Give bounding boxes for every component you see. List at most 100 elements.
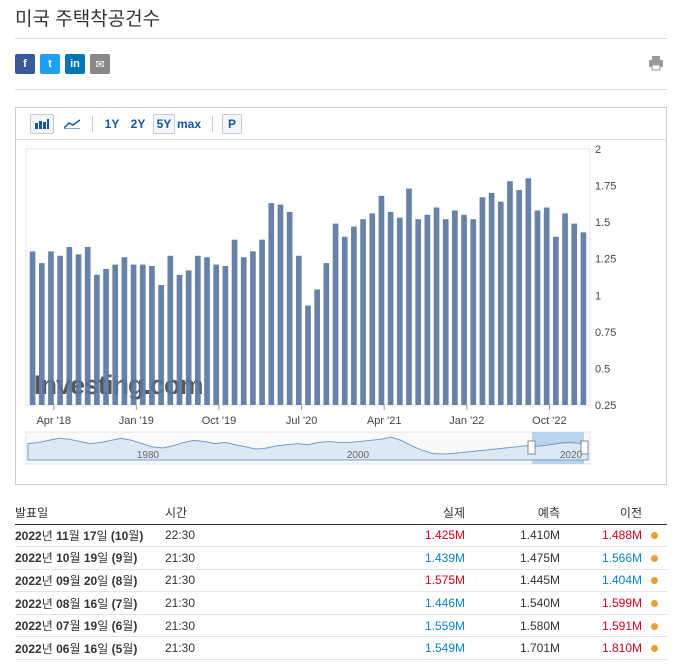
bar[interactable] (562, 213, 568, 405)
importance-dot-icon (651, 645, 658, 653)
bar[interactable] (553, 236, 559, 405)
y-tick-label: 1.25 (595, 254, 616, 266)
bar[interactable] (396, 217, 403, 405)
email-share-button[interactable]: ✉ (90, 54, 110, 74)
bar[interactable] (167, 255, 174, 405)
bar[interactable] (479, 197, 486, 405)
bar[interactable] (149, 266, 155, 405)
bar[interactable] (286, 211, 293, 405)
col-header-date[interactable]: 발표일 (15, 502, 165, 525)
bar[interactable] (406, 188, 412, 406)
x-tick-label: Jul '20 (286, 415, 317, 427)
bar[interactable] (314, 289, 321, 405)
col-header-actual[interactable]: 실제 (295, 502, 465, 525)
bar[interactable] (295, 255, 302, 405)
bar[interactable] (103, 268, 109, 405)
linkedin-icon: in (70, 58, 80, 70)
navigator-left-handle[interactable] (527, 440, 536, 455)
bar[interactable] (424, 214, 431, 405)
facebook-share-button[interactable]: f (15, 54, 35, 74)
range-max-button[interactable]: max (176, 117, 202, 131)
linkedin-share-button[interactable]: in (65, 54, 85, 74)
title-divider (15, 38, 667, 39)
bar[interactable] (442, 219, 449, 405)
bar[interactable] (323, 263, 330, 405)
table-row: 2022년 10월 19일 (9월) 21:30 1.439M 1.475M 1.566… (15, 546, 667, 570)
bar[interactable] (57, 255, 63, 405)
area-chart-icon (64, 119, 80, 129)
col-header-time[interactable]: 시간 (165, 502, 295, 525)
p-button[interactable]: P (222, 114, 242, 134)
range-navigator[interactable]: 1980 2000 2020 (25, 431, 591, 465)
line-chart-toggle[interactable] (60, 114, 84, 134)
bar[interactable] (543, 207, 550, 405)
x-tick-label: Jan '19 (119, 415, 154, 427)
y-tick-label: 0.75 (595, 327, 616, 339)
col-header-previous[interactable]: 이전 (560, 502, 642, 525)
bar[interactable] (341, 236, 348, 405)
bar[interactable] (277, 204, 284, 405)
range-5y-button[interactable]: 5Y (153, 114, 175, 134)
bar[interactable] (580, 232, 587, 405)
bar[interactable] (194, 255, 201, 405)
bar[interactable] (378, 195, 385, 405)
previous-value: 1.404M (560, 569, 642, 593)
bar[interactable] (66, 247, 73, 405)
bar-chart-toggle[interactable] (30, 114, 54, 134)
bar[interactable] (452, 210, 458, 405)
x-tick-label: Apr '21 (367, 415, 402, 427)
bar[interactable] (571, 223, 578, 405)
bar[interactable] (470, 219, 477, 405)
bar[interactable] (433, 207, 440, 405)
bar[interactable] (250, 251, 256, 405)
bar[interactable] (268, 203, 275, 405)
range-1y-button[interactable]: 1Y (104, 117, 120, 131)
bar[interactable] (360, 219, 366, 405)
bar[interactable] (48, 251, 54, 405)
bar[interactable] (516, 189, 522, 405)
col-header-forecast[interactable]: 예측 (465, 502, 560, 525)
range-2y-button[interactable]: 2Y (130, 117, 146, 131)
toolbar-divider (212, 116, 213, 132)
bar[interactable] (112, 264, 119, 405)
bar[interactable] (213, 264, 220, 405)
bar[interactable] (387, 211, 394, 405)
bar[interactable] (222, 266, 229, 405)
bar[interactable] (525, 178, 532, 405)
twitter-icon: t (48, 58, 52, 70)
bar[interactable] (415, 219, 422, 405)
bar[interactable] (121, 257, 128, 405)
bar[interactable] (305, 305, 311, 405)
bar[interactable] (38, 263, 45, 405)
bar[interactable] (158, 285, 164, 405)
importance-cell (642, 524, 667, 548)
bar[interactable] (231, 239, 238, 405)
bar[interactable] (240, 257, 247, 405)
bar[interactable] (204, 257, 210, 405)
bar[interactable] (29, 251, 36, 405)
bar[interactable] (507, 181, 513, 405)
actual-value: 1.425M (295, 524, 465, 548)
bar[interactable] (75, 254, 82, 405)
release-date: 2022년 11월 17일 (10월) (15, 524, 165, 548)
bar[interactable] (332, 223, 339, 405)
print-icon[interactable] (648, 55, 664, 71)
release-time: 21:30 (165, 591, 295, 615)
bar[interactable] (185, 270, 192, 405)
twitter-share-button[interactable]: t (40, 54, 60, 74)
importance-cell (642, 591, 667, 615)
bar[interactable] (84, 247, 91, 405)
bar[interactable] (259, 239, 265, 405)
bar[interactable] (351, 226, 357, 405)
bar[interactable] (497, 201, 504, 405)
bar[interactable] (369, 213, 376, 405)
bar[interactable] (488, 192, 495, 405)
bar[interactable] (461, 214, 467, 405)
bar[interactable] (534, 210, 541, 405)
bar[interactable] (176, 274, 183, 405)
actual-value: 1.439M (295, 546, 465, 570)
bar[interactable] (94, 274, 100, 405)
navigator-right-handle[interactable] (580, 440, 589, 455)
bar[interactable] (139, 264, 146, 405)
bar[interactable] (130, 264, 137, 405)
